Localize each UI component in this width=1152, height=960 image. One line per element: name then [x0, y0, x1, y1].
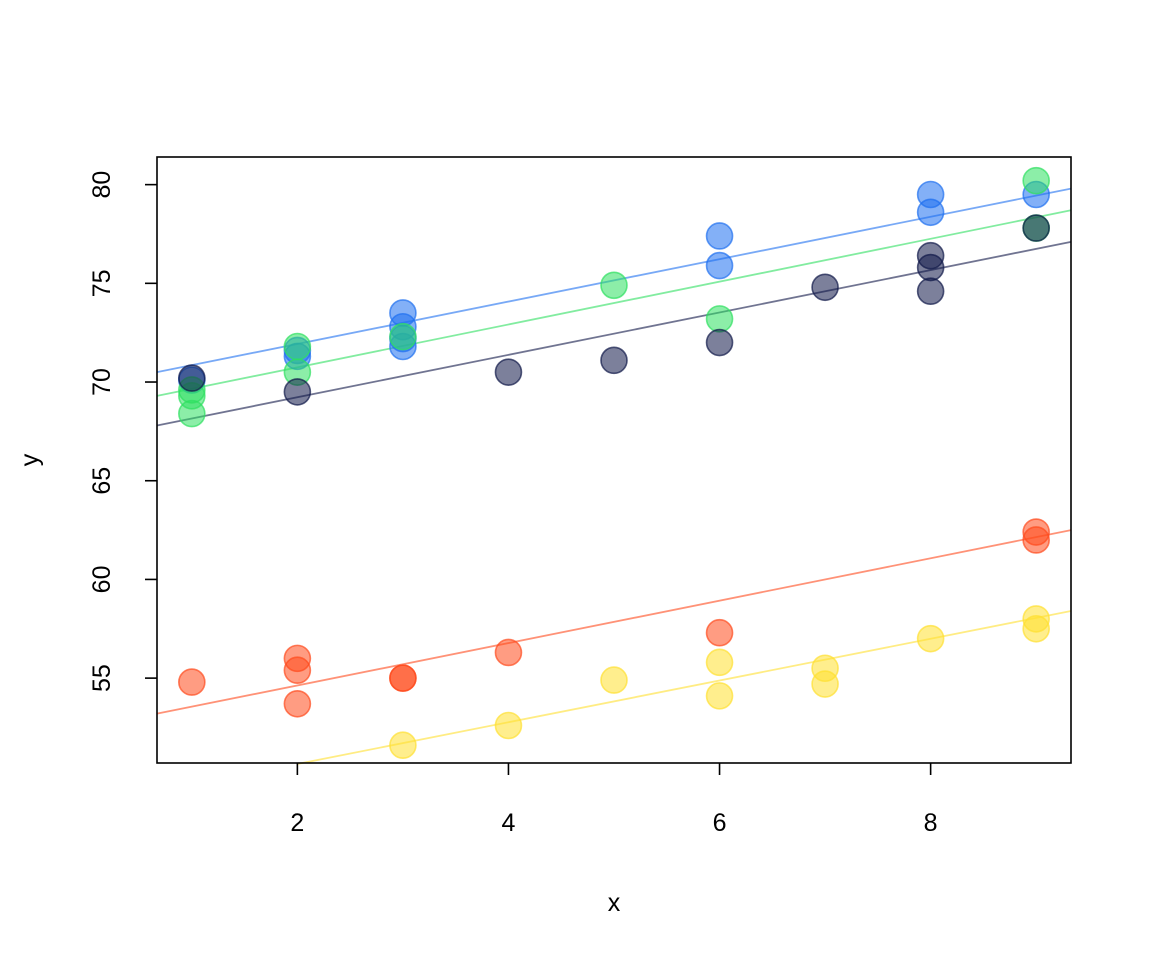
data-point [916, 624, 945, 653]
data-point [705, 222, 734, 250]
plot-frame [156, 156, 1072, 764]
data-point [389, 299, 417, 327]
x-tick-label: 4 [502, 809, 516, 837]
data-point [494, 711, 523, 740]
data-point [705, 648, 734, 677]
y-tick-label: 70 [88, 368, 116, 396]
data-point [1022, 166, 1050, 195]
y-tick-label: 80 [88, 171, 116, 199]
data-point [705, 328, 734, 357]
data-point [811, 273, 839, 302]
y-axis-label: y [16, 453, 44, 466]
y-tick-label: 60 [88, 566, 116, 594]
x-tick-label: 6 [713, 809, 727, 837]
data-point [1022, 518, 1050, 546]
data-point [916, 241, 945, 270]
y-tick-label: 65 [88, 467, 116, 495]
data-point [916, 180, 945, 209]
x-tick-label: 2 [290, 809, 304, 837]
data-point [283, 689, 312, 718]
data-point [178, 668, 206, 696]
data-point [705, 251, 734, 280]
y-tick-label: 55 [88, 664, 116, 692]
data-point [600, 666, 628, 694]
x-axis-label: x [608, 889, 621, 917]
data-points [178, 166, 1050, 760]
data-point [283, 644, 312, 673]
data-point [283, 332, 312, 361]
data-point [705, 618, 734, 647]
data-point [494, 638, 523, 667]
y-tick-label: 75 [88, 269, 116, 297]
data-point [389, 731, 417, 760]
data-point [178, 364, 206, 392]
data-point [283, 378, 312, 406]
data-point [1022, 214, 1050, 242]
data-point [389, 664, 417, 692]
x-axis: 2 4 6 8 [290, 763, 938, 837]
data-point [705, 305, 734, 333]
fit-line [156, 209, 1072, 397]
data-point [389, 322, 417, 351]
data-point [916, 277, 945, 306]
data-point [494, 358, 523, 386]
data-point [811, 654, 839, 683]
data-point [600, 346, 628, 375]
data-point [600, 271, 628, 300]
fit-line [156, 529, 1072, 715]
x-tick-label: 8 [924, 809, 938, 837]
y-axis: 55 60 65 70 75 80 [88, 171, 157, 692]
data-point [705, 682, 734, 710]
data-point [1022, 605, 1050, 633]
